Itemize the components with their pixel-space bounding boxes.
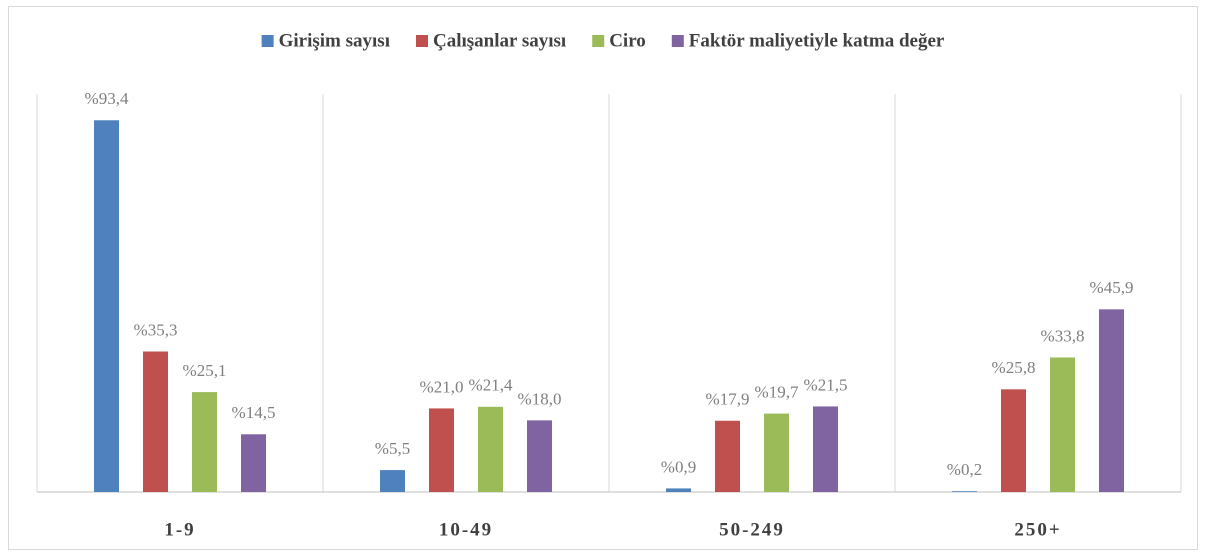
bar: [94, 120, 119, 492]
bar: [429, 408, 454, 492]
bar: [666, 488, 691, 492]
legend-swatch: [592, 35, 605, 47]
data-label: %35,3: [134, 320, 178, 339]
bar: [813, 406, 838, 492]
data-label: %21,4: [469, 376, 513, 395]
legend-swatch: [671, 35, 684, 47]
bar: [143, 351, 168, 492]
bar: [715, 420, 740, 492]
data-label: %25,8: [992, 358, 1036, 377]
bar: [1050, 357, 1075, 492]
legend-swatch: [261, 35, 274, 47]
bar: [952, 491, 977, 492]
data-label: %19,7: [755, 383, 799, 402]
x-tick-label: 250+: [1014, 519, 1061, 540]
bar: [380, 470, 405, 492]
bar: [764, 413, 789, 492]
data-label: %17,9: [706, 390, 750, 409]
data-label: %21,0: [420, 377, 464, 396]
x-tick-label: 10-49: [439, 519, 493, 540]
data-label: %93,4: [85, 89, 129, 108]
legend-label: Faktör maliyetiyle katma değer: [689, 30, 945, 51]
data-label: %0,2: [947, 460, 982, 479]
bar: [1001, 389, 1026, 492]
data-label: %21,5: [804, 375, 848, 394]
data-label: %18,0: [518, 389, 562, 408]
bar: [241, 434, 266, 492]
bar: [192, 392, 217, 492]
data-label: %14,5: [232, 403, 276, 422]
bar: [478, 406, 503, 492]
legend-label: Çalışanlar sayısı: [433, 30, 566, 51]
legend-label: Girişim sayısı: [279, 30, 390, 51]
bar: [527, 420, 552, 492]
x-tick-label: 1-9: [164, 519, 195, 540]
x-tick-label: 50-249: [719, 519, 785, 540]
legend-swatch: [415, 35, 428, 47]
legend-label: Ciro: [609, 30, 646, 51]
bar: [1099, 309, 1124, 492]
data-label: %33,8: [1041, 326, 1085, 345]
data-label: %25,1: [183, 361, 227, 380]
data-label: %5,5: [375, 439, 410, 458]
data-label: %45,9: [1090, 278, 1134, 297]
data-label: %0,9: [661, 457, 696, 476]
